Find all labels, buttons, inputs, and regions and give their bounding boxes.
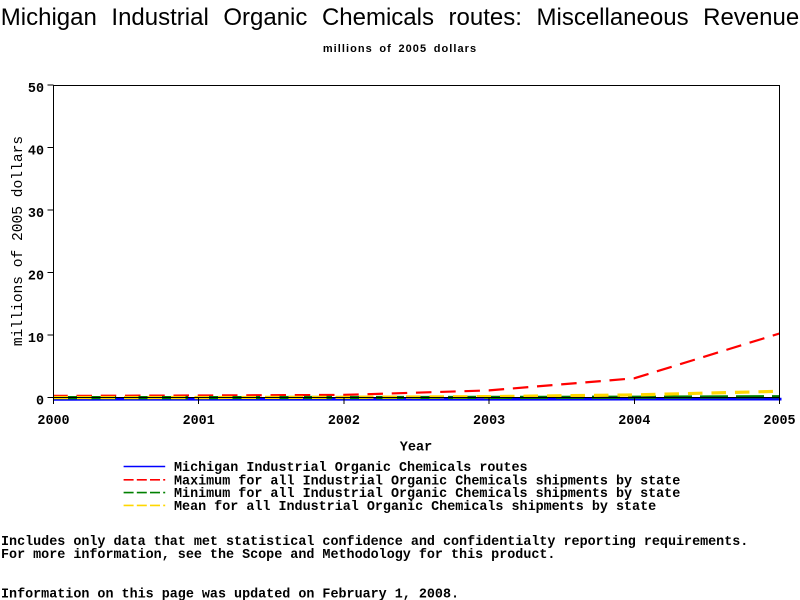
svg-text:For more information, see the: For more information, see the Scope and … bbox=[1, 548, 555, 563]
svg-text:2005: 2005 bbox=[763, 414, 795, 429]
svg-text:2002: 2002 bbox=[328, 414, 360, 429]
svg-text:2003: 2003 bbox=[473, 414, 505, 429]
svg-text:20: 20 bbox=[28, 270, 44, 285]
svg-text:Year: Year bbox=[400, 441, 432, 456]
svg-text:Includes only data that met st: Includes only data that met statistical … bbox=[1, 535, 748, 550]
svg-text:40: 40 bbox=[28, 145, 44, 160]
svg-text:2001: 2001 bbox=[183, 414, 215, 429]
svg-text:millions of 2005 dollars: millions of 2005 dollars bbox=[11, 136, 27, 346]
svg-text:Minimum for all Industrial Org: Minimum for all Industrial Organic Chemi… bbox=[174, 487, 680, 502]
svg-text:50: 50 bbox=[28, 82, 44, 97]
svg-text:Mean for all Industrial Organi: Mean for all Industrial Organic Chemical… bbox=[174, 500, 656, 515]
svg-text:10: 10 bbox=[28, 332, 44, 347]
svg-text:30: 30 bbox=[28, 207, 44, 222]
svg-text:2004: 2004 bbox=[618, 414, 650, 429]
svg-text:0: 0 bbox=[36, 395, 44, 410]
svg-text:Michigan Industrial Organic Ch: Michigan Industrial Organic Chemicals ro… bbox=[1, 4, 799, 31]
svg-text:millions of 2005 dollars: millions of 2005 dollars bbox=[323, 43, 477, 55]
svg-text:Information on this page was u: Information on this page was updated on … bbox=[1, 588, 459, 600]
svg-text:Maximum for all Industrial Org: Maximum for all Industrial Organic Chemi… bbox=[174, 474, 680, 489]
svg-text:Michigan Industrial Organic Ch: Michigan Industrial Organic Chemicals ro… bbox=[174, 461, 528, 476]
svg-text:2000: 2000 bbox=[37, 414, 69, 429]
